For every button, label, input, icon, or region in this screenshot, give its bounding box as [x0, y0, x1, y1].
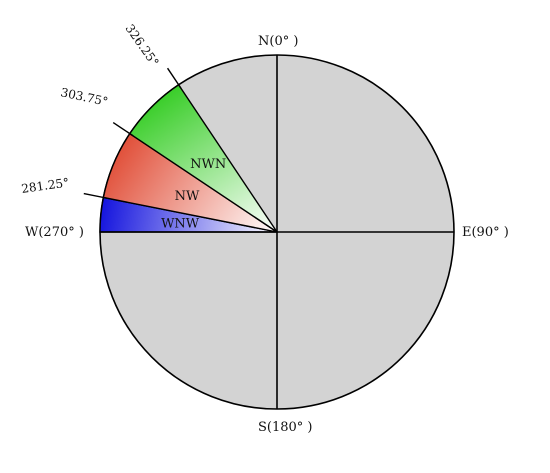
leader-line-326-25	[166, 67, 182, 89]
sector-label-nw: NW	[175, 189, 200, 204]
south-label: S(180° )	[258, 420, 313, 435]
east-label: E(90° )	[462, 225, 509, 240]
angle-label-326-25: 326.25°	[123, 22, 162, 69]
west-label: W(270° )	[25, 225, 84, 240]
sector-label-nwn: NWN	[190, 157, 226, 172]
angle-label-281-25: 281.25°	[20, 175, 69, 196]
angle-label-303-75: 303.75°	[59, 85, 109, 109]
leader-line-281-25	[83, 192, 108, 199]
sector-label-wnw: WNW	[161, 216, 200, 231]
north-label: N(0° )	[258, 34, 298, 49]
leader-line-303-75	[112, 121, 134, 137]
